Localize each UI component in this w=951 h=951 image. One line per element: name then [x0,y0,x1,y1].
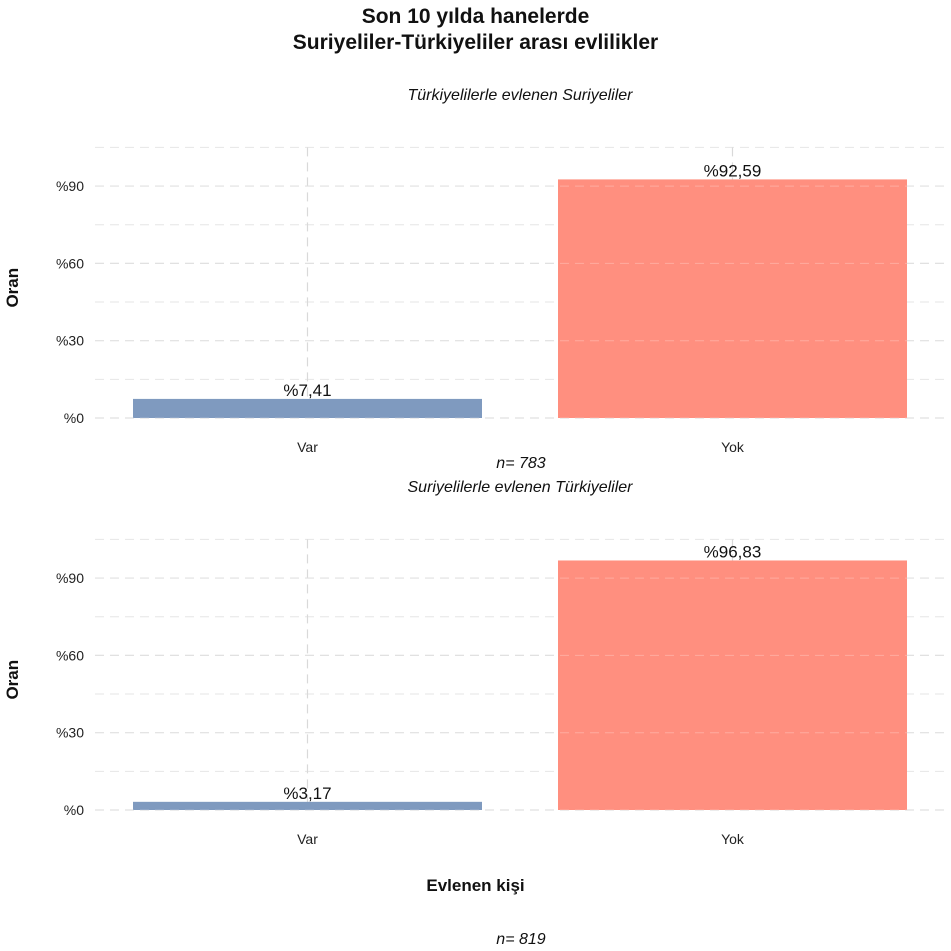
panel-suriyelilerle-evlenen-turkiyeliler: Suriyelilerle evlenen Türkiyeliler %3,17%… [3,479,945,847]
bar-yok [558,560,907,810]
x-tick-label: Var [297,439,318,455]
bar-yok [558,179,907,418]
y-tick-label: %30 [56,333,84,349]
data-label-yok: %96,83 [704,542,762,561]
sample-size-note-2: n= 819 [496,931,546,948]
panel-subtitle: Suriyelilerle evlenen Türkiyeliler [408,479,634,496]
data-label-var: %3,17 [283,784,331,803]
data-label-yok: %92,59 [704,161,762,180]
x-tick-label: Yok [721,831,745,847]
y-tick-label: %90 [56,178,84,194]
y-tick-label: %60 [56,647,84,663]
y-tick-label: %90 [56,570,84,586]
y-tick-label: %0 [64,802,84,818]
panel-subtitle: Türkiyelilerle evlenen Suriyeliler [408,87,634,104]
chart-title-line-2: Suriyeliler-Türkiyeliler arası evlilikle… [292,31,659,54]
panel-turkiyelilerle-evlenen-suriyeliler: Türkiyelilerle evlenen Suriyeliler %7,41%… [3,87,945,455]
y-axis-title: Oran [3,268,22,308]
y-axis-title: Oran [3,660,22,700]
y-tick-label: %0 [64,410,84,426]
y-tick-label: %30 [56,725,84,741]
x-tick-label: Var [297,831,318,847]
x-axis-title: Evlenen kişi [426,876,525,895]
x-tick-label: Yok [721,439,745,455]
sample-size-note-1: n= 783 [496,455,546,472]
bar-var [133,801,482,810]
bar-var [133,398,482,418]
y-tick-label: %60 [56,255,84,271]
chart-title-line-1: Son 10 yılda hanelerde [361,5,590,28]
data-label-var: %7,41 [283,381,331,400]
